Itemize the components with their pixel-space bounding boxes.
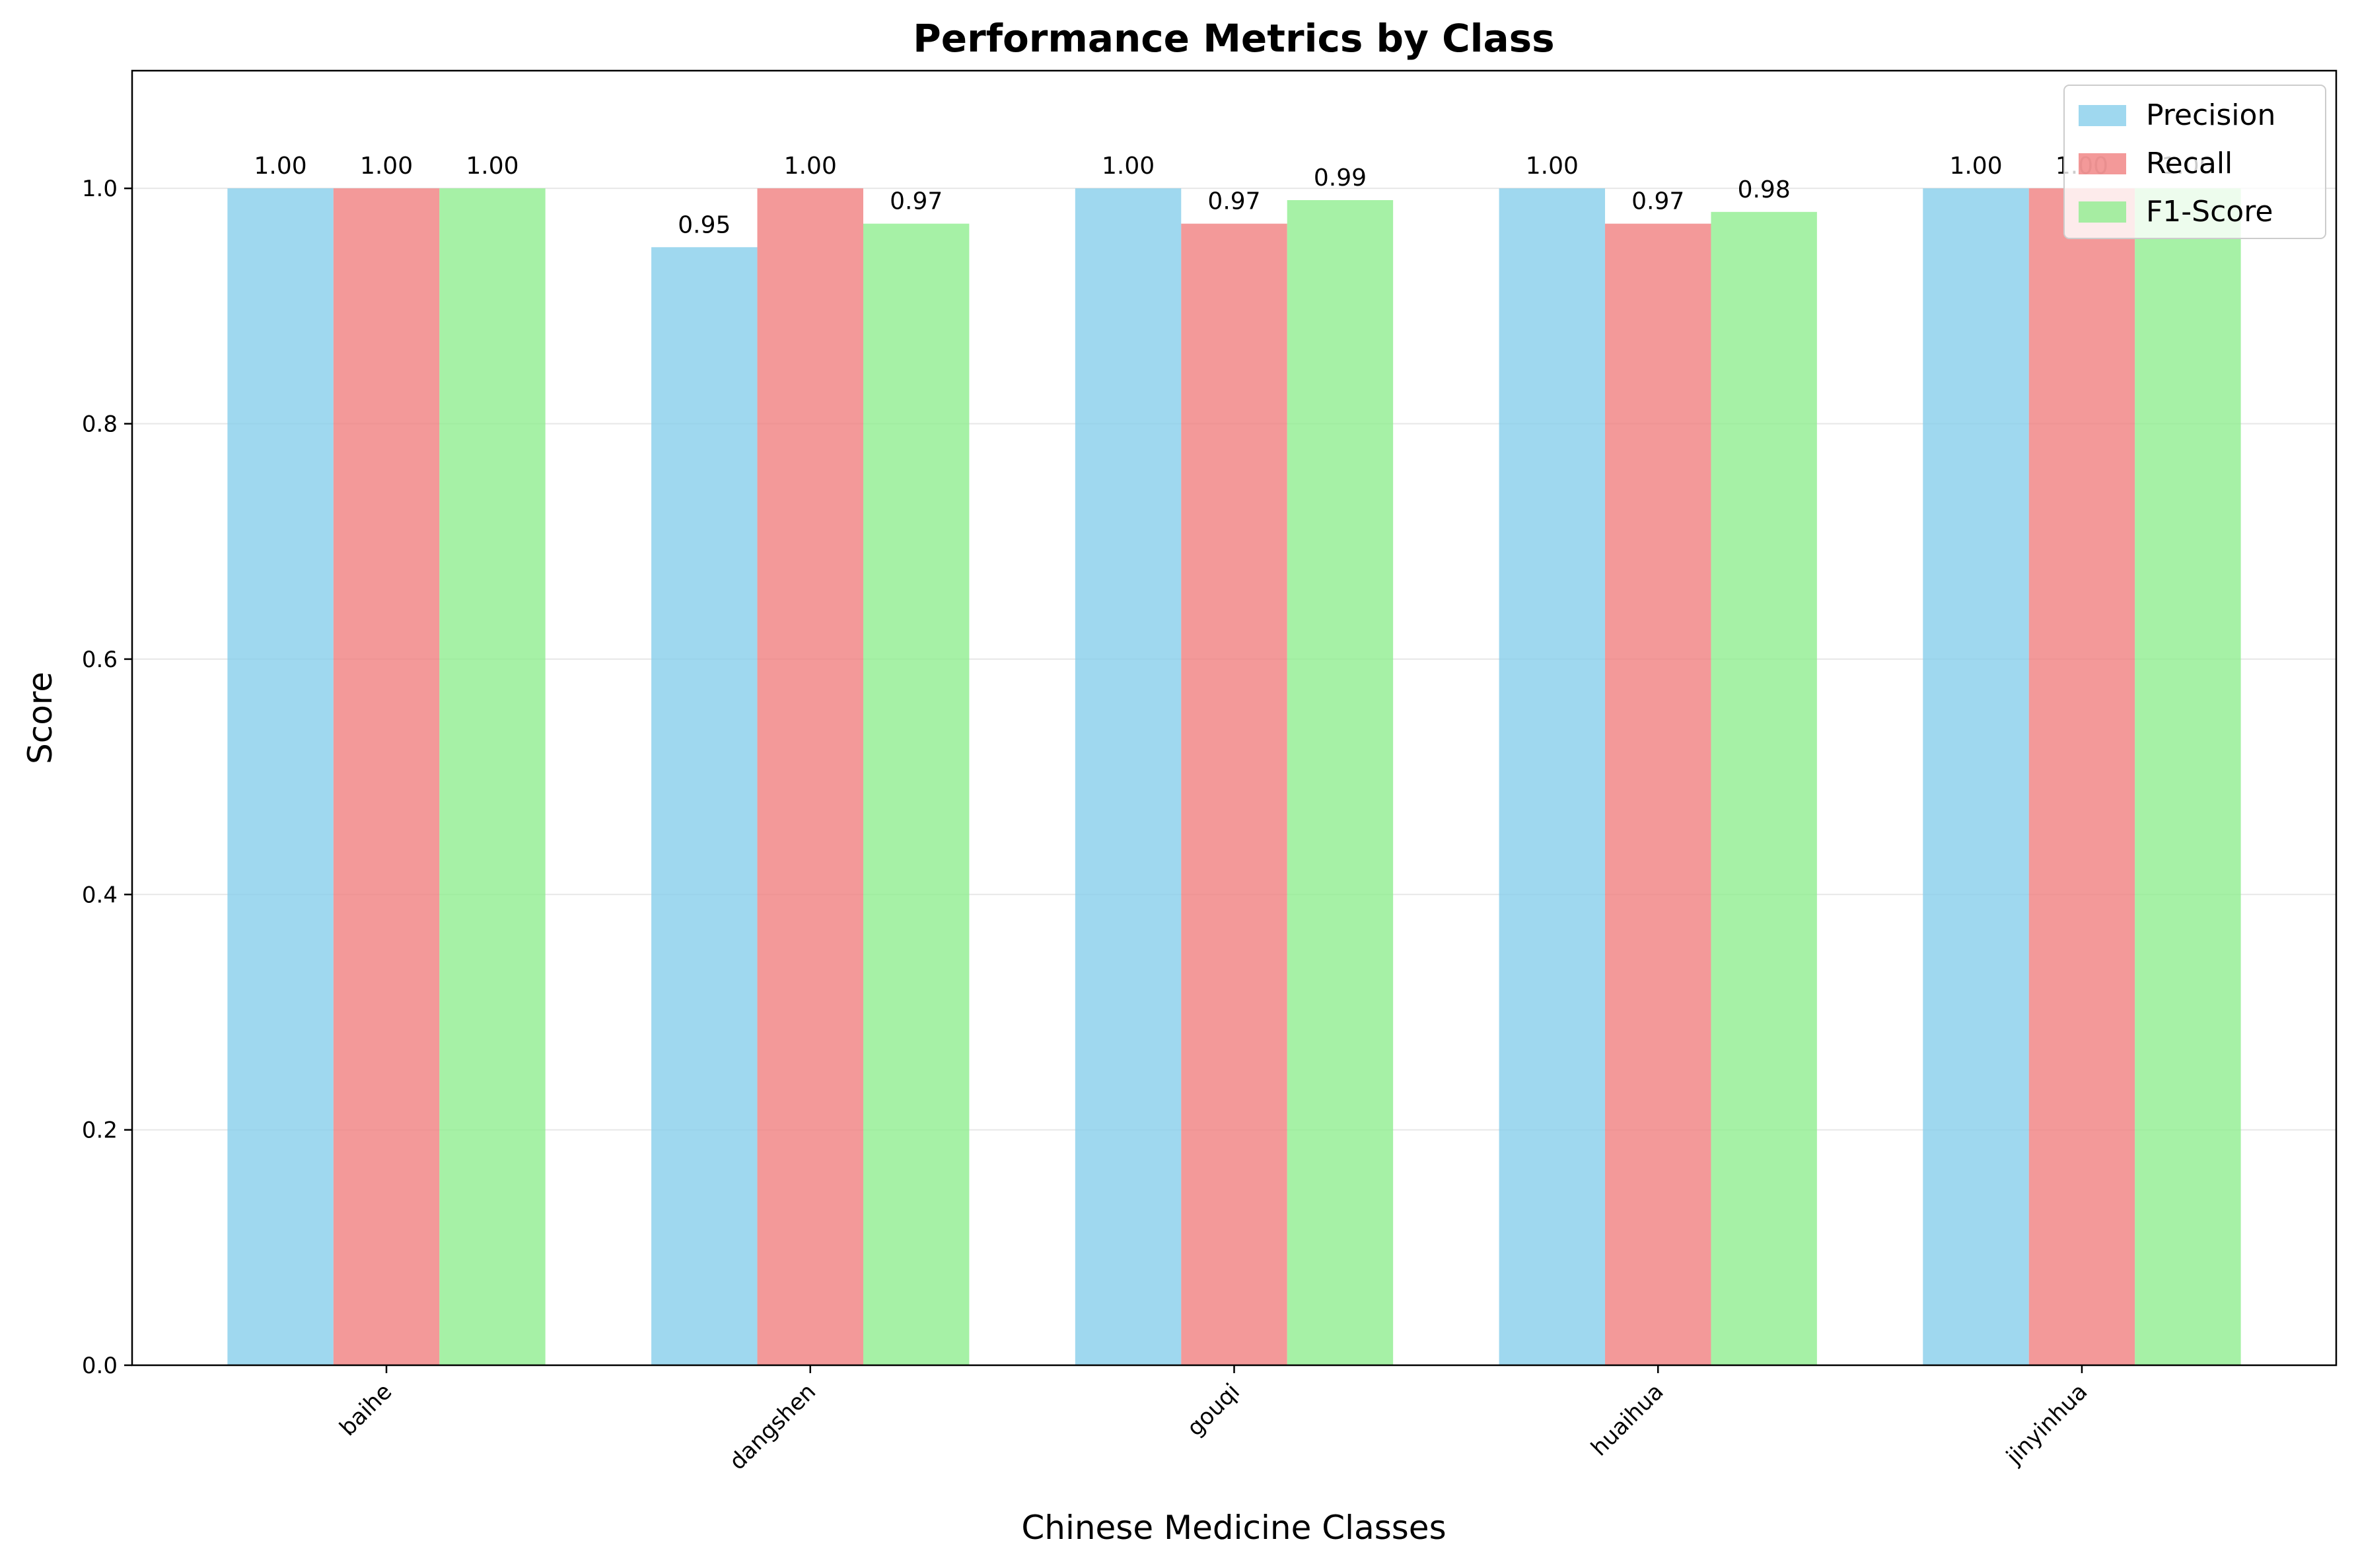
bar-recall-huaihua	[1605, 223, 1711, 1365]
bar-f1-score-huaihua	[1711, 211, 1817, 1366]
bar-f1-score-gouqi	[1287, 200, 1394, 1365]
bar-recall-jinyinhua	[2028, 188, 2135, 1365]
data-label: 0.97	[1631, 188, 1684, 215]
legend-swatch-f1-score	[2079, 201, 2126, 223]
data-label: 1.00	[1102, 153, 1155, 180]
data-label: 1.00	[254, 153, 307, 180]
y-tick-label: 0.0	[82, 1353, 118, 1379]
data-label: 0.99	[1314, 164, 1367, 192]
data-label: 0.95	[678, 211, 731, 238]
y-axis-title: Score	[21, 672, 59, 764]
bar-f1-score-dangshen	[863, 223, 970, 1365]
bar-precision-huaihua	[1499, 188, 1606, 1365]
bar-precision-gouqi	[1075, 188, 1182, 1365]
data-label: 1.00	[1526, 153, 1579, 180]
data-label: 1.00	[1949, 153, 2002, 180]
y-axis: 0.0 0.2 0.4 0.6 0.8 1.0	[82, 176, 132, 1379]
bar-recall-gouqi	[1181, 223, 1287, 1365]
x-axis-title: Chinese Medicine Classes	[1021, 1509, 1446, 1547]
data-label: 0.97	[1207, 188, 1260, 215]
y-tick-label: 0.6	[82, 647, 118, 673]
legend-swatch-recall	[2079, 153, 2126, 174]
data-label: 0.98	[1738, 176, 1791, 203]
legend-label: F1-Score	[2146, 195, 2273, 229]
data-label: 1.00	[360, 153, 413, 180]
bar-precision-jinyinhua	[1923, 188, 2029, 1365]
bar-f1-score-baihe	[439, 188, 546, 1365]
bars	[227, 188, 2241, 1366]
data-label: 0.97	[890, 188, 943, 215]
y-tick-label: 0.2	[82, 1118, 118, 1144]
bar-recall-dangshen	[757, 188, 863, 1365]
legend: Precision Recall F1-Score	[2063, 85, 2326, 239]
y-tick-label: 0.4	[82, 882, 118, 908]
bar-precision-baihe	[227, 188, 334, 1365]
y-tick-label: 1.0	[82, 176, 118, 202]
chart-title: Performance Metrics by Class	[913, 16, 1554, 61]
data-label: 1.00	[784, 153, 837, 180]
legend-swatch-precision	[2079, 105, 2126, 126]
legend-label: Recall	[2146, 147, 2233, 180]
bar-recall-baihe	[333, 188, 440, 1365]
data-label: 1.00	[466, 153, 518, 180]
legend-box	[2063, 85, 2326, 239]
bar-f1-score-jinyinhua	[2135, 188, 2241, 1365]
y-tick-label: 0.8	[82, 411, 118, 438]
legend-label: Precision	[2146, 98, 2275, 132]
bar-precision-dangshen	[651, 247, 758, 1366]
